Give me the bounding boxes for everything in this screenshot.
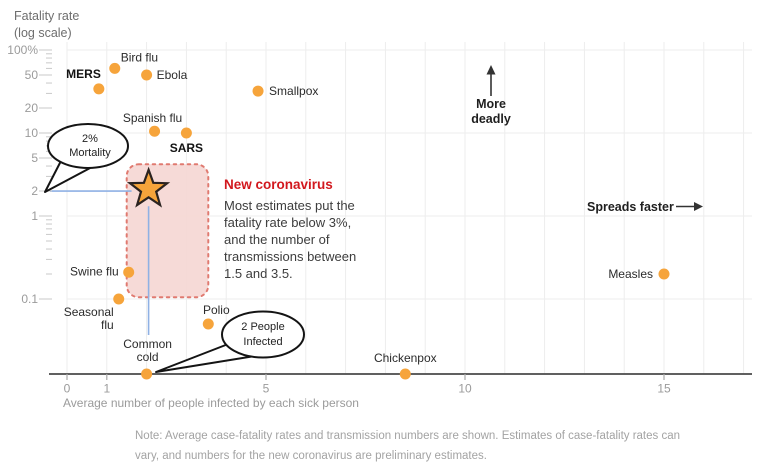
y-axis-title-line: (log scale) [14, 26, 72, 40]
point-label-common-cold: cold [137, 350, 159, 364]
coronavirus-annotation-body-line: fatality rate below 3%, [224, 215, 352, 230]
infected-callout-text: 2 People [241, 321, 284, 333]
point-chickenpox[interactable] [399, 368, 411, 380]
point-polio[interactable] [202, 318, 214, 330]
coronavirus-annotation-body-line: transmissions between [224, 249, 357, 264]
coronavirus-annotation-body: Most estimates put the fatality rate belo… [224, 197, 414, 282]
point-mers[interactable] [93, 83, 105, 95]
point-label-seasonal-flu: Seasonal [64, 305, 114, 319]
chart-footnote-line: Note: Average case-fatality rates and tr… [135, 430, 681, 442]
point-label-smallpox: Smallpox [269, 84, 318, 98]
y-axis-title-line: Fatality rate [14, 9, 80, 23]
x-tick-label-5: 5 [263, 382, 270, 396]
coronavirus-annotation: New coronavirus Most estimates put the fa… [224, 177, 414, 282]
infected-callout-bubble [221, 310, 305, 359]
point-swine-flu[interactable] [123, 266, 135, 278]
point-bird-flu[interactable] [109, 62, 121, 74]
x-tick-label-0: 0 [64, 382, 71, 396]
y-tick-label-1: 1 [31, 209, 38, 223]
point-label-seasonal-flu: flu [101, 318, 114, 332]
y-tick-label-100: 100% [7, 43, 38, 57]
point-label-sars: SARS [170, 141, 203, 155]
spreads-faster-label: Spreads faster [587, 200, 674, 214]
more-deadly-label: More [476, 97, 506, 111]
x-tick-label-10: 10 [458, 382, 472, 396]
point-label-common-cold: Common [123, 337, 172, 351]
mortality-callout-text: Mortality [69, 147, 111, 159]
coronavirus-annotation-body-line: and the number of [224, 232, 330, 247]
point-spanish-flu[interactable] [149, 125, 161, 137]
point-label-bird-flu: Bird flu [121, 50, 158, 64]
point-measles[interactable] [658, 268, 670, 280]
infected-callout-text: Infected [243, 336, 282, 348]
point-label-spanish-flu: Spanish flu [123, 111, 182, 125]
mortality-callout-text: 2% [82, 133, 98, 145]
chart-footnote-line: vary, and numbers for the new coronaviru… [135, 450, 487, 462]
mortality-callout-bubble [47, 123, 129, 169]
y-tick-label-10: 10 [25, 126, 39, 140]
x-tick-label-1: 1 [103, 382, 110, 396]
more-deadly-label: deadly [471, 112, 511, 126]
point-ebola[interactable] [141, 69, 153, 81]
point-seasonal-flu[interactable] [113, 293, 125, 305]
y-tick-label-2: 2 [31, 184, 38, 198]
coronavirus-annotation-title: New coronavirus [224, 177, 333, 192]
point-smallpox[interactable] [252, 85, 264, 97]
y-tick-label-5: 5 [31, 151, 38, 165]
point-common-cold[interactable] [141, 368, 153, 380]
spreads-faster-arrowhead [694, 202, 703, 211]
x-axis-title: Average number of people infected by eac… [63, 396, 359, 410]
point-label-polio: Polio [203, 303, 230, 317]
point-sars[interactable] [180, 127, 192, 139]
x-tick-label-15: 15 [657, 382, 671, 396]
y-axis-title: Fatality rate (log scale) [14, 8, 79, 42]
point-label-mers: MERS [66, 67, 101, 81]
point-label-measles: Measles [608, 267, 653, 281]
y-tick-label-20: 20 [25, 101, 39, 115]
new-coronavirus-star[interactable] [126, 166, 171, 208]
coronavirus-annotation-body-line: 1.5 and 3.5. [224, 266, 293, 281]
point-label-swine-flu: Swine flu [70, 264, 119, 278]
y-tick-label-50: 50 [25, 68, 39, 82]
coronavirus-annotation-body-line: Most estimates put the [224, 198, 355, 213]
point-label-chickenpox: Chickenpox [374, 351, 437, 365]
chart-footnote: Note: Average case-fatality rates and tr… [135, 426, 680, 466]
y-tick-label-0.1: 0.1 [21, 292, 38, 306]
more-deadly-arrowhead [486, 65, 496, 75]
point-label-ebola: Ebola [157, 68, 188, 82]
